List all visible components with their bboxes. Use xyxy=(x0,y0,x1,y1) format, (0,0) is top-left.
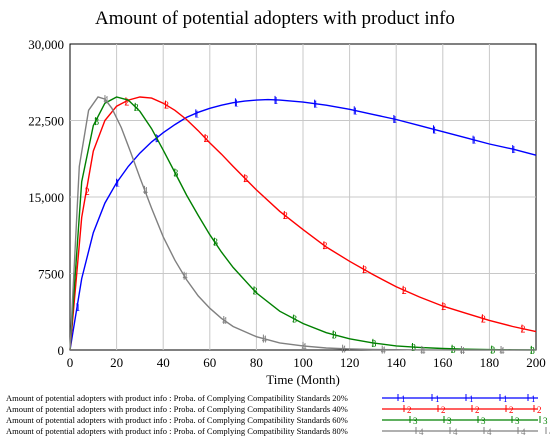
legend-marker-label: 4 xyxy=(521,427,526,437)
legend-marker-label: 1 xyxy=(531,394,536,404)
y-tick-label: 22,500 xyxy=(28,114,64,129)
series-marker-label: 1 xyxy=(274,96,279,107)
legend-marker-label: 1 xyxy=(401,394,406,404)
series-marker-label: 4 xyxy=(341,345,346,356)
series-marker-label: 1 xyxy=(432,125,437,136)
series-line-1 xyxy=(69,98,537,351)
y-tick-label: 7500 xyxy=(38,267,64,282)
legend-marker-label: 4 xyxy=(487,427,492,437)
series-marker-label: 2 xyxy=(441,302,446,313)
series-marker-label: 3 xyxy=(292,315,297,326)
series-marker-label: 2 xyxy=(521,325,526,336)
series-marker-label: 3 xyxy=(530,346,535,357)
series-marker-label: 3 xyxy=(134,103,139,114)
series-marker-label: 4 xyxy=(262,335,267,346)
x-axis-label: Time (Month) xyxy=(266,372,340,387)
series-marker-label: 1 xyxy=(511,145,516,156)
x-tick-label: 160 xyxy=(433,355,453,370)
series-marker-label: 2 xyxy=(124,97,129,108)
series-marker-label: 1 xyxy=(115,179,120,190)
series-marker-label: 3 xyxy=(371,339,376,350)
legend-marker-label: 4 xyxy=(453,427,458,437)
x-tick-label: 180 xyxy=(480,355,500,370)
chart-title: Amount of potential adopters with produc… xyxy=(95,8,455,29)
series-marker-label: 4 xyxy=(381,346,386,357)
y-tick-label: 0 xyxy=(58,343,65,358)
grid xyxy=(70,44,536,350)
series-marker-label: 4 xyxy=(222,316,227,327)
x-tick-label: 20 xyxy=(110,355,123,370)
series-marker-label: 2 xyxy=(243,174,248,185)
legend-label: Amount of potential adopters with produc… xyxy=(6,426,348,436)
legend-label: Amount of potential adopters with produc… xyxy=(6,404,348,414)
series-marker-label: 3 xyxy=(490,346,495,357)
series-marker-label: 3 xyxy=(94,117,99,128)
legend-marker-label: 2 xyxy=(407,405,412,415)
series-marker-label: 3 xyxy=(411,343,416,354)
x-tick-label: 100 xyxy=(293,355,313,370)
series-line-3 xyxy=(69,96,537,351)
series-marker-label: 1 xyxy=(194,109,199,120)
legend-marker-label: 3 xyxy=(543,416,548,426)
series-marker-label: 1 xyxy=(472,136,477,147)
x-tick-label: 80 xyxy=(250,355,263,370)
series-marker-label: 4 xyxy=(143,186,148,197)
legend-marker-label: 1 xyxy=(469,394,474,404)
series-marker-label: 3 xyxy=(332,330,337,341)
legend-marker-label: 3 xyxy=(515,416,520,426)
legend-marker-label: 2 xyxy=(475,405,480,415)
y-tick-label: 15,000 xyxy=(28,190,64,205)
legend-marker-label: 3 xyxy=(447,416,452,426)
series-marker-label: 2 xyxy=(362,265,367,276)
series-line-4 xyxy=(69,96,536,351)
x-tick-label: 40 xyxy=(157,355,170,370)
series-marker-label: 1 xyxy=(75,303,80,314)
series-marker-label: 3 xyxy=(213,238,218,249)
y-tick-label: 30,000 xyxy=(28,37,64,52)
series-marker-label: 2 xyxy=(322,241,327,252)
legend-marker-label: 2 xyxy=(537,405,542,415)
legend-marker-label: 1 xyxy=(435,394,440,404)
series-line-2 xyxy=(69,96,537,351)
series-marker-label: 2 xyxy=(164,101,169,112)
series-marker-label: 2 xyxy=(85,187,90,198)
legend-marker-label: 3 xyxy=(481,416,486,426)
legend-marker-label: 1 xyxy=(503,394,508,404)
series-marker-label: 4 xyxy=(302,342,307,353)
legend-label: Amount of potential adopters with produc… xyxy=(6,393,348,403)
legend: Amount of potential adopters with produc… xyxy=(6,393,550,437)
series-marker-label: 1 xyxy=(353,106,358,117)
legend-marker-label: 2 xyxy=(509,405,514,415)
series-marker-label: 1 xyxy=(313,100,318,111)
axis-ticks: 0 20 40 60 80 100 120 140 160 180 2000750015,00022… xyxy=(28,37,546,370)
series-marker-label: 2 xyxy=(481,314,486,325)
series-marker-label: 1 xyxy=(234,98,239,109)
series-marker-label: 3 xyxy=(173,169,178,180)
series-marker-label: 1 xyxy=(392,115,397,126)
legend-marker-label: 3 xyxy=(413,416,418,426)
series-marker-label: 4 xyxy=(500,346,505,357)
x-tick-label: 0 xyxy=(67,355,74,370)
x-tick-label: 60 xyxy=(203,355,216,370)
x-tick-label: 120 xyxy=(340,355,360,370)
series-marker-label: 4 xyxy=(460,346,465,357)
series-marker-label: 4 xyxy=(103,95,108,106)
series-marker-label: 4 xyxy=(183,272,188,283)
legend-marker-label: 4 xyxy=(419,427,424,437)
series-marker-label: 4 xyxy=(420,346,425,357)
x-tick-label: 140 xyxy=(386,355,406,370)
x-tick-label: 200 xyxy=(526,355,546,370)
series-marker-label: 2 xyxy=(402,286,407,297)
series-marker-label: 2 xyxy=(283,211,288,222)
series-marker-label: 2 xyxy=(204,134,209,145)
legend-label: Amount of potential adopters with produc… xyxy=(6,415,348,425)
series-marker-label: 3 xyxy=(253,286,258,297)
legend-marker-label: 2 xyxy=(441,405,446,415)
